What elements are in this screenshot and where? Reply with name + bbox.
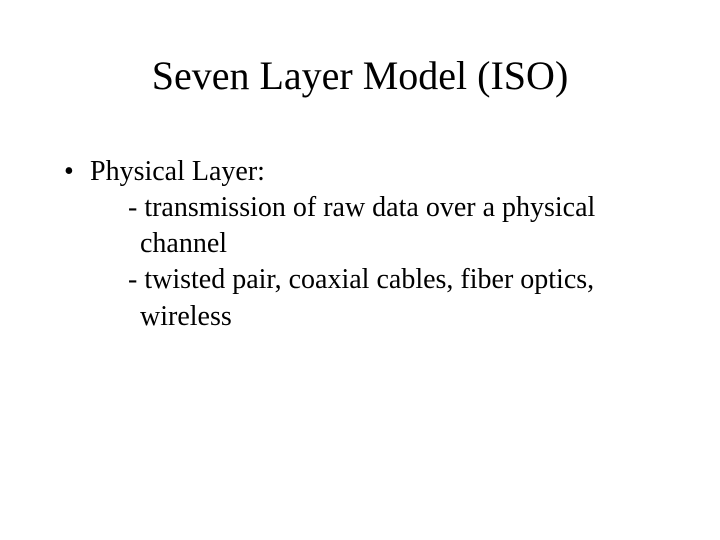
bullet-label: Physical Layer: xyxy=(90,155,670,189)
slide-body: • Physical Layer: - transmission of raw … xyxy=(64,155,670,334)
bullet-subline-cont: wireless xyxy=(140,300,670,334)
slide: Seven Layer Model (ISO) • Physical Layer… xyxy=(0,0,720,540)
bullet-item: • Physical Layer: xyxy=(64,155,670,189)
slide-title: Seven Layer Model (ISO) xyxy=(0,52,720,99)
bullet-dot-icon: • xyxy=(64,155,90,189)
bullet-subline-cont: channel xyxy=(140,227,670,261)
bullet-subline: - transmission of raw data over a physic… xyxy=(128,191,670,225)
bullet-subline: - twisted pair, coaxial cables, fiber op… xyxy=(128,263,670,297)
